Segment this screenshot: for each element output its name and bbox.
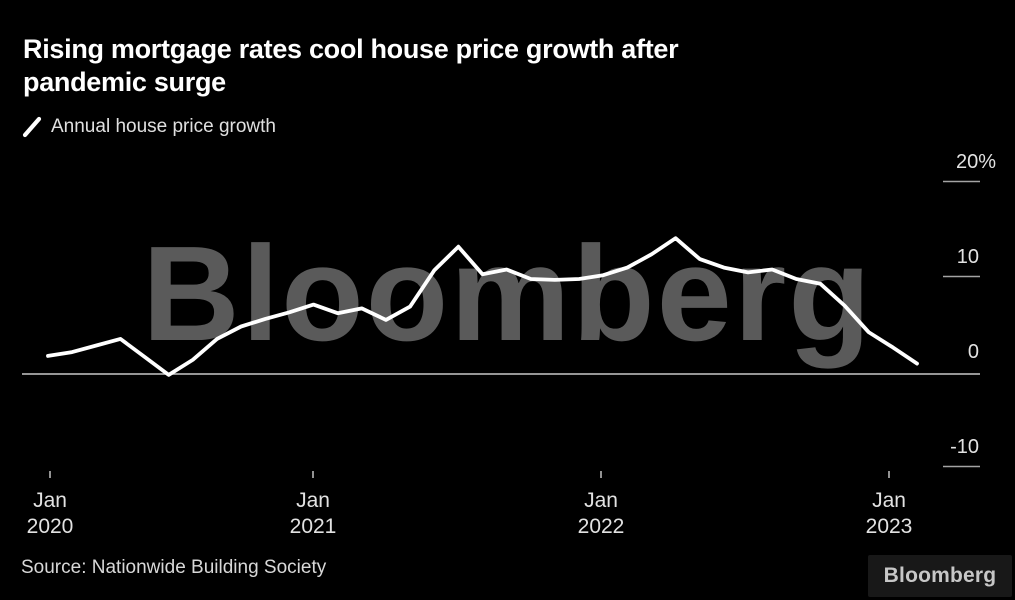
x-tick-month: Jan xyxy=(584,489,618,512)
x-tick-month: Jan xyxy=(33,489,67,512)
source-note: Source: Nationwide Building Society xyxy=(21,557,327,578)
y-tick-label-20: 20% xyxy=(955,150,996,173)
bloomberg-watermark: Bloomberg xyxy=(142,218,873,369)
x-tick-label-2023: Jan 2023 xyxy=(829,488,949,540)
bloomberg-logo: Bloomberg xyxy=(868,555,1012,597)
y-tick-label-0: 0 xyxy=(967,340,979,363)
legend-label: Annual house price growth xyxy=(51,116,276,137)
x-tick-label-2020: Jan 2020 xyxy=(0,488,110,540)
x-tick-year: 2023 xyxy=(865,515,913,538)
y-tick-label--10: -10 xyxy=(950,435,979,458)
chart-title: Rising mortgage rates cool house price g… xyxy=(23,33,679,99)
tick-lines xyxy=(49,180,980,478)
line-series-slash-icon xyxy=(22,116,42,138)
x-tick-month: Jan xyxy=(872,489,906,512)
x-tick-label-2021: Jan 2021 xyxy=(253,488,373,540)
x-tick-year: 2020 xyxy=(26,515,74,538)
legend: Annual house price growth xyxy=(22,116,276,138)
x-tick-month: Jan xyxy=(296,489,330,512)
x-tick-label-2022: Jan 2022 xyxy=(541,488,661,540)
x-tick-year: 2022 xyxy=(577,515,625,538)
price-growth-line xyxy=(46,236,919,377)
chart-title-line2: pandemic surge xyxy=(23,67,226,97)
chart-title-line1: Rising mortgage rates cool house price g… xyxy=(23,34,679,64)
x-tick-year: 2021 xyxy=(289,515,337,538)
bloomberg-logo-text: Bloomberg xyxy=(883,564,997,587)
y-tick-label-10: 10 xyxy=(956,245,979,268)
